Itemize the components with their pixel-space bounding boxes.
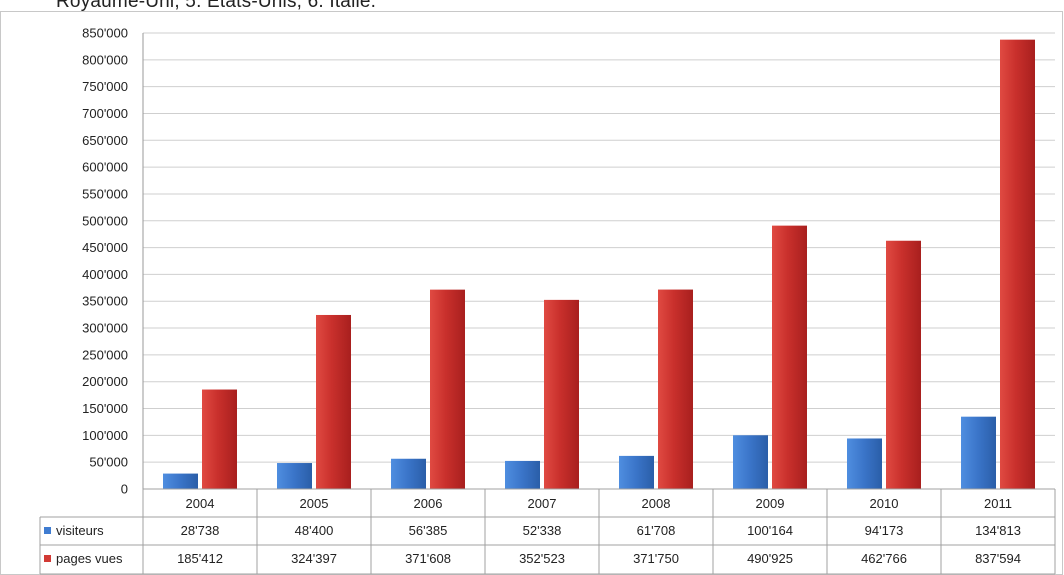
x-tick-label: 2011 bbox=[984, 496, 1012, 511]
data-label: 134'813 bbox=[975, 523, 1021, 538]
y-tick-label: 300'000 bbox=[82, 321, 128, 336]
bar-visiteurs-2007 bbox=[505, 461, 540, 489]
data-label: 837'594 bbox=[975, 551, 1021, 566]
data-label: 61'708 bbox=[637, 523, 676, 538]
data-label: 56'385 bbox=[409, 523, 448, 538]
data-label: 324'397 bbox=[291, 551, 337, 566]
y-tick-label: 600'000 bbox=[82, 160, 128, 175]
x-tick-label: 2008 bbox=[642, 496, 671, 511]
x-tick-label: 2005 bbox=[300, 496, 329, 511]
y-tick-label: 650'000 bbox=[82, 133, 128, 148]
x-tick-label: 2007 bbox=[528, 496, 557, 511]
bars bbox=[163, 40, 1035, 489]
bar-visiteurs-2011 bbox=[961, 417, 996, 489]
data-label: 52'338 bbox=[523, 523, 562, 538]
y-tick-label: 800'000 bbox=[82, 52, 128, 67]
y-tick-label: 500'000 bbox=[82, 213, 128, 228]
legend-label: visiteurs bbox=[56, 523, 104, 538]
data-label: 371'750 bbox=[633, 551, 679, 566]
legend-label: pages vues bbox=[56, 551, 123, 566]
data-label: 352'523 bbox=[519, 551, 565, 566]
data-label: 100'164 bbox=[747, 523, 793, 538]
y-tick-label: 450'000 bbox=[82, 240, 128, 255]
y-tick-label: 150'000 bbox=[82, 401, 128, 416]
y-tick-label: 400'000 bbox=[82, 267, 128, 282]
bar-visiteurs-2009 bbox=[733, 435, 768, 489]
data-label: 185'412 bbox=[177, 551, 223, 566]
bar-pages-vues-2009 bbox=[772, 226, 807, 489]
bar-visiteurs-2005 bbox=[277, 463, 312, 489]
bar-pages-vues-2007 bbox=[544, 300, 579, 489]
y-tick-label: 250'000 bbox=[82, 347, 128, 362]
bar-pages-vues-2004 bbox=[202, 390, 237, 489]
data-label: 490'925 bbox=[747, 551, 793, 566]
data-label: 462'766 bbox=[861, 551, 907, 566]
legend-key-visiteurs bbox=[44, 527, 51, 534]
bar-pages-vues-2011 bbox=[1000, 40, 1035, 489]
y-tick-label: 700'000 bbox=[82, 106, 128, 121]
y-axis: 0 50'000 100'000 150'000 200'000 250'000 300'0… bbox=[82, 26, 128, 497]
bar-visiteurs-2004 bbox=[163, 474, 198, 489]
bar-visiteurs-2006 bbox=[391, 459, 426, 489]
bar-pages-vues-2006 bbox=[430, 290, 465, 489]
data-label: 371'608 bbox=[405, 551, 451, 566]
bar-pages-vues-2005 bbox=[316, 315, 351, 489]
bar-pages-vues-2010 bbox=[886, 241, 921, 489]
y-tick-label: 750'000 bbox=[82, 79, 128, 94]
y-tick-label: 50'000 bbox=[89, 455, 128, 470]
x-tick-label: 2009 bbox=[756, 496, 785, 511]
data-label: 94'173 bbox=[865, 523, 904, 538]
data-label: 28'738 bbox=[181, 523, 220, 538]
y-tick-label: 850'000 bbox=[82, 26, 128, 41]
x-tick-label: 2006 bbox=[414, 496, 443, 511]
bar-pages-vues-2008 bbox=[658, 290, 693, 489]
legend-key-pages-vues bbox=[44, 555, 51, 562]
data-label: 48'400 bbox=[295, 523, 334, 538]
bar-visiteurs-2010 bbox=[847, 438, 882, 489]
x-tick-label: 2004 bbox=[186, 496, 215, 511]
bar-visiteurs-2008 bbox=[619, 456, 654, 489]
x-tick-label: 2010 bbox=[870, 496, 899, 511]
y-tick-label: 100'000 bbox=[82, 428, 128, 443]
y-tick-label: 550'000 bbox=[82, 186, 128, 201]
y-tick-label: 0 bbox=[121, 482, 128, 497]
data-table: 2004 2005 2006 2007 2008 2009 2010 2011 visiteur… bbox=[40, 489, 1055, 574]
y-tick-label: 350'000 bbox=[82, 294, 128, 309]
y-tick-label: 200'000 bbox=[82, 374, 128, 389]
